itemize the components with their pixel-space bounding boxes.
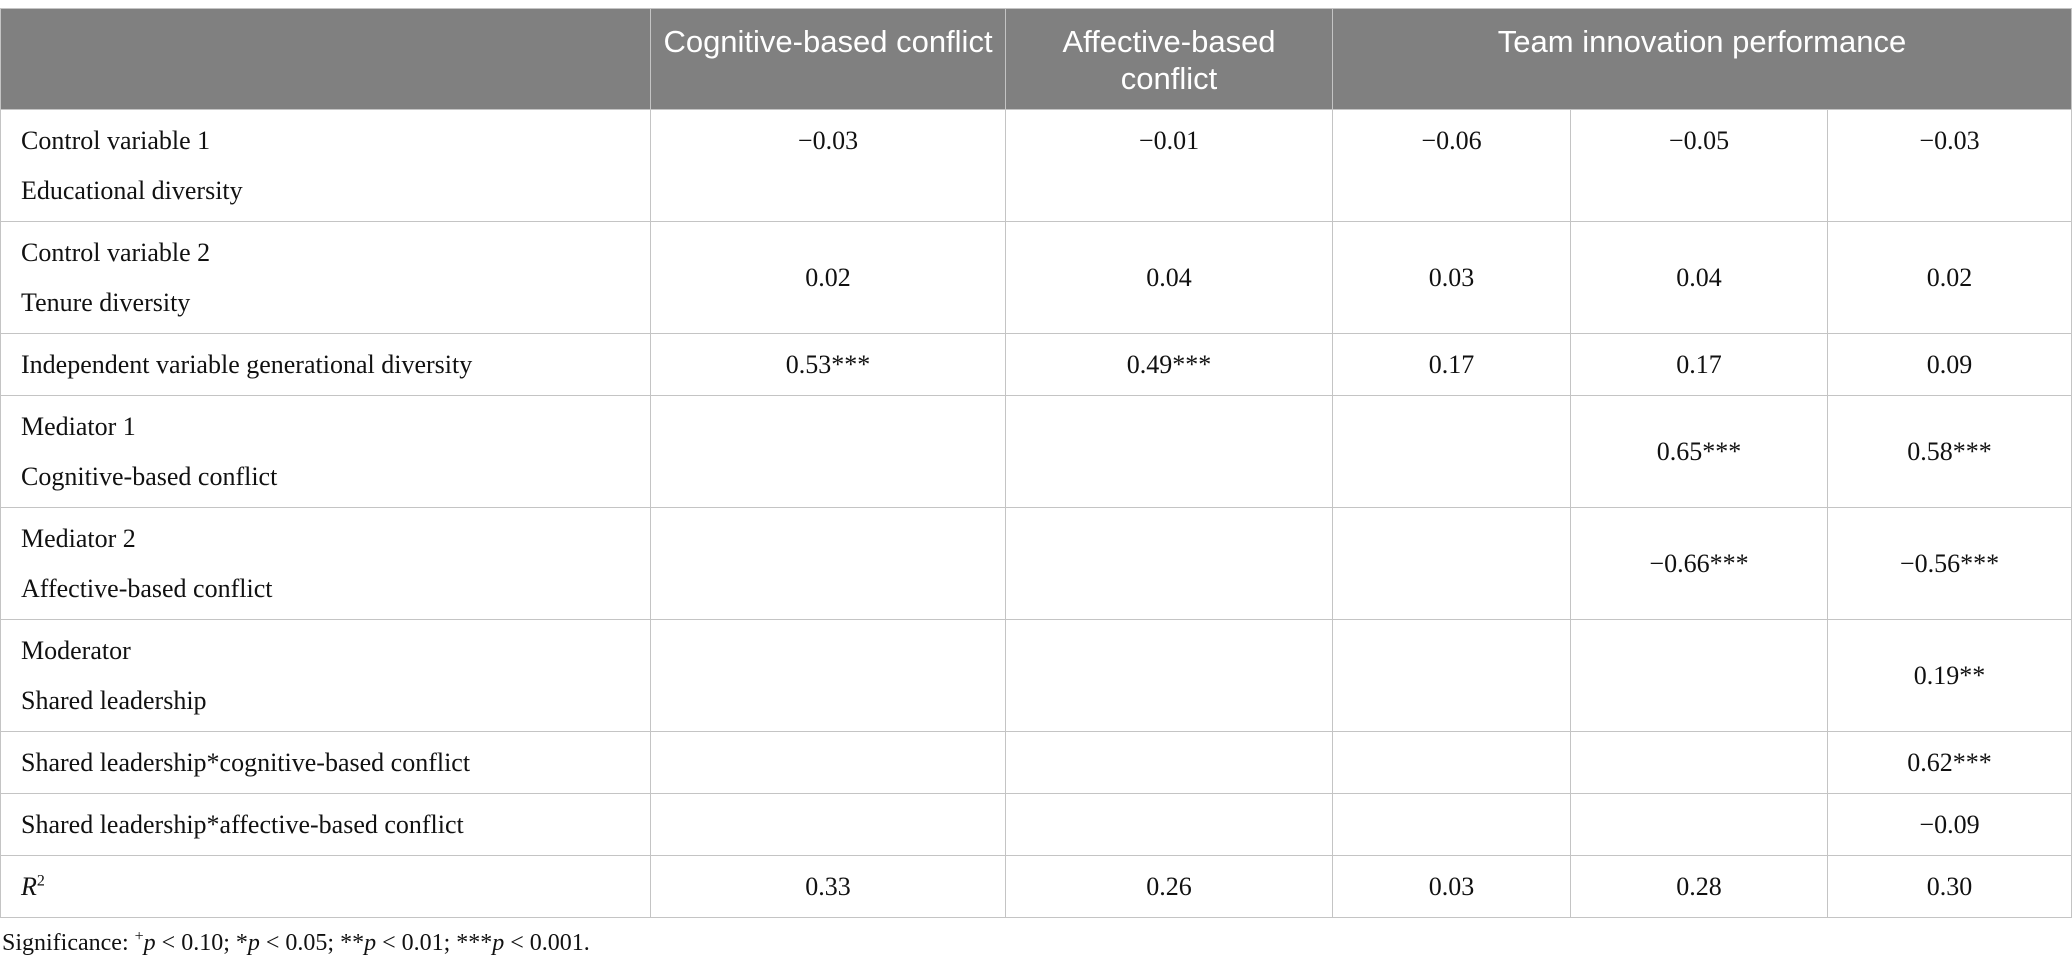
row-label-line1: Mediator 1 [21,411,136,441]
table-cell [650,395,1006,508]
table-cell [1332,619,1571,732]
row-label-line1: Mediator 2 [21,523,136,553]
table-cell [1570,731,1828,794]
regression-table: Cognitive-based conflict Affective-based… [0,8,2072,918]
note-p: p [247,930,260,956]
note-prefix: Significance: [2,930,135,956]
note-part4: < 0.001. [504,930,590,956]
table-cell: 0.02 [650,221,1006,334]
row-label: Shared leadership*cognitive-based confli… [0,731,651,794]
table-cell: −0.05 [1570,109,1828,222]
table-cell: 0.17 [1570,333,1828,396]
row-label-line2: Tenure diversity [21,287,191,317]
note-p: p [492,930,505,956]
table-cell: −0.01 [1005,109,1333,222]
table-cell: 0.17 [1332,333,1571,396]
table-cell: 0.02 [1827,221,2072,334]
table-cell [1332,793,1571,856]
table-cell: −0.09 [1827,793,2072,856]
header-team-innovation-performance: Team innovation performance [1332,8,2072,110]
table-cell: 0.49*** [1005,333,1333,396]
r-squared-superscript: 2 [36,871,45,889]
table-cell [650,793,1006,856]
table-row: Shared leadership*cognitive-based confli… [0,731,2072,794]
row-label: Control variable 2 Tenure diversity [0,221,651,334]
table-row: Moderator Shared leadership 0.19** [0,619,2072,732]
row-label: Independent variable generational divers… [0,333,651,396]
row-label: Mediator 1 Cognitive-based conflict [0,395,651,508]
table-cell: 0.65*** [1570,395,1828,508]
table-cell: 0.33 [650,855,1006,918]
table-cell: 0.04 [1005,221,1333,334]
row-label: Control variable 1 Educational diversity [0,109,651,222]
row-label-line1: Control variable 2 [21,237,211,267]
table-cell: 0.26 [1005,855,1333,918]
table-cell: −0.03 [650,109,1006,222]
table-row: Mediator 1 Cognitive-based conflict 0.65*… [0,395,2072,508]
table-cell: 0.19** [1827,619,2072,732]
table-cell: −0.66*** [1570,507,1828,620]
header-row: Cognitive-based conflict Affective-based… [0,8,2072,110]
table-row: Control variable 2 Tenure diversity 0.02 … [0,221,2072,334]
header-affective-conflict: Affective-based conflict [1005,8,1333,110]
table-cell: 0.04 [1570,221,1828,334]
table-cell: 0.03 [1332,221,1571,334]
table-cell [650,507,1006,620]
table-cell: −0.06 [1332,109,1571,222]
row-label-line2: Affective-based conflict [21,573,273,603]
note-p: p [364,930,377,956]
note-part2: < 0.05; ** [259,930,365,956]
table-cell: 0.03 [1332,855,1571,918]
table-cell [1005,731,1333,794]
table-cell: 0.53*** [650,333,1006,396]
table-cell: 0.58*** [1827,395,2072,508]
table-cell [1570,619,1828,732]
table-cell: −0.03 [1827,109,2072,222]
table-cell [650,619,1006,732]
table-cell [1005,793,1333,856]
regression-table-container: Cognitive-based conflict Affective-based… [0,8,2072,918]
table-row: Mediator 2 Affective-based conflict −0.66… [0,507,2072,620]
table-cell [1332,507,1571,620]
table-row: R2 0.33 0.26 0.03 0.28 0.30 [0,855,2072,918]
row-label-line1: Control variable 1 [21,125,211,155]
r-letter: R [21,871,37,901]
row-label-line1: Moderator [21,635,131,665]
table-cell: 0.28 [1570,855,1828,918]
table-row: Shared leadership*affective-based confli… [0,793,2072,856]
table-cell [1332,395,1571,508]
note-part3: < 0.01; *** [376,930,493,956]
row-label: Shared leadership*affective-based confli… [0,793,651,856]
table-cell [1005,619,1333,732]
note-p: p [143,930,156,956]
row-label-r-squared: R2 [0,855,651,918]
table-cell [1570,793,1828,856]
table-row: Control variable 1 Educational diversity … [0,109,2072,222]
table-cell: 0.30 [1827,855,2072,918]
note-part1: < 0.10; * [155,930,248,956]
table-cell: 0.62*** [1827,731,2072,794]
row-label-line2: Educational diversity [21,175,243,205]
row-label: Mediator 2 Affective-based conflict [0,507,651,620]
table-cell [1332,731,1571,794]
significance-note: Significance: +p < 0.10; *p < 0.05; **p … [2,928,590,957]
header-blank [0,8,651,110]
table-row: Independent variable generational divers… [0,333,2072,396]
row-label-line2: Shared leadership [21,685,207,715]
table-cell [1005,395,1333,508]
table-cell [650,731,1006,794]
note-plus-symbol: + [134,928,144,945]
table-cell [1005,507,1333,620]
header-cognitive-conflict: Cognitive-based conflict [650,8,1006,110]
row-label: Moderator Shared leadership [0,619,651,732]
row-label-line2: Cognitive-based conflict [21,461,278,491]
table-cell: −0.56*** [1827,507,2072,620]
table-cell: 0.09 [1827,333,2072,396]
